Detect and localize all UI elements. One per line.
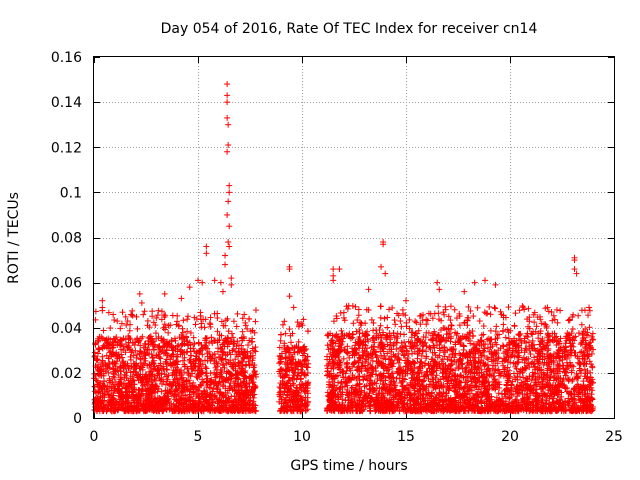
data-point xyxy=(218,345,225,352)
data-point xyxy=(252,348,259,355)
data-point xyxy=(137,342,144,349)
data-point xyxy=(155,343,162,350)
data-point xyxy=(250,379,257,386)
data-point xyxy=(150,346,157,353)
data-points xyxy=(91,81,597,415)
data-point xyxy=(232,356,239,363)
data-point xyxy=(199,351,206,358)
data-point xyxy=(158,388,165,395)
data-point xyxy=(157,355,164,362)
data-point xyxy=(105,391,112,398)
data-point xyxy=(128,349,135,356)
data-point xyxy=(200,387,207,394)
